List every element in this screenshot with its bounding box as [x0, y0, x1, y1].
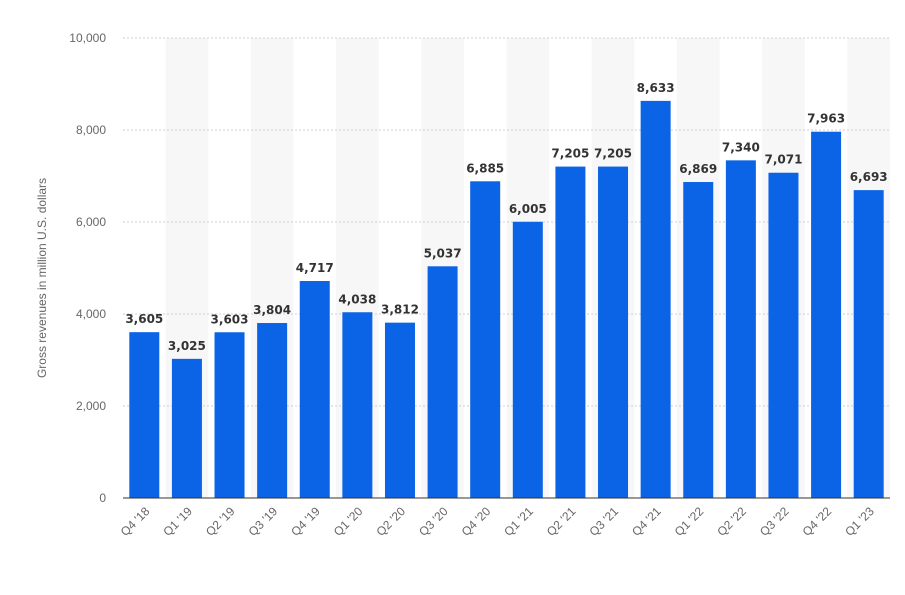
data-label: 3,812 — [381, 303, 419, 317]
bar[interactable] — [470, 181, 501, 499]
x-tick-label: Q4 '21 — [629, 504, 664, 539]
bar[interactable] — [299, 281, 330, 498]
data-label: 5,037 — [424, 246, 462, 260]
data-label: 7,340 — [722, 140, 760, 154]
x-tick-label: Q4 '20 — [459, 504, 494, 539]
x-tick-label: Q4 '18 — [118, 504, 153, 539]
y-tick-label: 6,000 — [76, 215, 106, 229]
x-tick-label: Q1 '21 — [501, 504, 536, 539]
x-tick-label: Q1 '23 — [842, 504, 877, 539]
x-tick-label: Q3 '21 — [587, 504, 622, 539]
data-labels: 3,605 3,025 3,603 3,804 4,717 4,038 3,812 5,037… — [125, 81, 887, 353]
data-label: 3,605 — [125, 312, 163, 326]
data-label: 8,633 — [637, 81, 675, 95]
y-tick-label: 2,000 — [76, 399, 106, 413]
x-tick-label: Q1 '22 — [672, 504, 707, 539]
x-tick-label: Q2 '19 — [203, 504, 238, 539]
x-tick-label: Q3 '22 — [757, 504, 792, 539]
bar[interactable] — [853, 190, 884, 498]
bar[interactable] — [598, 166, 629, 498]
data-label: 7,071 — [764, 153, 802, 167]
data-label: 6,869 — [679, 162, 717, 176]
bar[interactable] — [811, 131, 842, 498]
bar[interactable] — [555, 166, 586, 498]
data-label: 6,885 — [466, 161, 504, 175]
x-tick-label: Q1 '19 — [160, 504, 195, 539]
bar[interactable] — [427, 266, 458, 498]
data-label: 7,963 — [807, 112, 845, 126]
x-tick-label: Q3 '20 — [416, 504, 451, 539]
x-axis-ticks: Q4 '18 Q1 '19 Q2 '19 Q3 '19 Q4 '19 Q1 '20 Q2 '… — [118, 504, 877, 539]
bar-series — [129, 100, 884, 499]
bar[interactable] — [342, 312, 373, 498]
bar[interactable] — [512, 221, 543, 498]
data-label: 4,038 — [338, 292, 376, 306]
bar[interactable] — [725, 160, 756, 499]
y-axis-ticks: 0 2,000 4,000 6,000 8,000 10,000 — [69, 31, 106, 505]
data-label: 4,717 — [296, 261, 334, 275]
data-label: 7,205 — [594, 147, 632, 161]
x-tick-label: Q1 '20 — [331, 504, 366, 539]
y-tick-label: 4,000 — [76, 307, 106, 321]
data-label: 6,693 — [850, 170, 888, 184]
bar[interactable] — [683, 182, 714, 498]
bar[interactable] — [384, 322, 415, 498]
bar[interactable] — [171, 358, 202, 498]
bar[interactable] — [257, 323, 288, 498]
data-label: 3,603 — [211, 312, 249, 326]
data-label: 7,205 — [551, 147, 589, 161]
y-axis-label: Gross revenues in million U.S. dollars — [35, 178, 49, 378]
bar[interactable] — [214, 332, 245, 498]
data-label: 3,025 — [168, 339, 206, 353]
data-label: 3,804 — [253, 303, 291, 317]
bar[interactable] — [768, 172, 799, 498]
bar[interactable] — [640, 100, 671, 498]
data-label: 6,005 — [509, 202, 547, 216]
x-tick-label: Q3 '19 — [246, 504, 281, 539]
x-tick-label: Q4 '19 — [288, 504, 323, 539]
x-tick-label: Q2 '22 — [714, 504, 749, 539]
x-tick-label: Q2 '21 — [544, 504, 579, 539]
x-tick-label: Q2 '20 — [373, 504, 408, 539]
x-tick-label: Q4 '22 — [800, 504, 835, 539]
bar[interactable] — [129, 332, 160, 498]
y-tick-label: 8,000 — [76, 123, 106, 137]
y-tick-label: 10,000 — [69, 31, 106, 45]
y-tick-label: 0 — [99, 491, 106, 505]
